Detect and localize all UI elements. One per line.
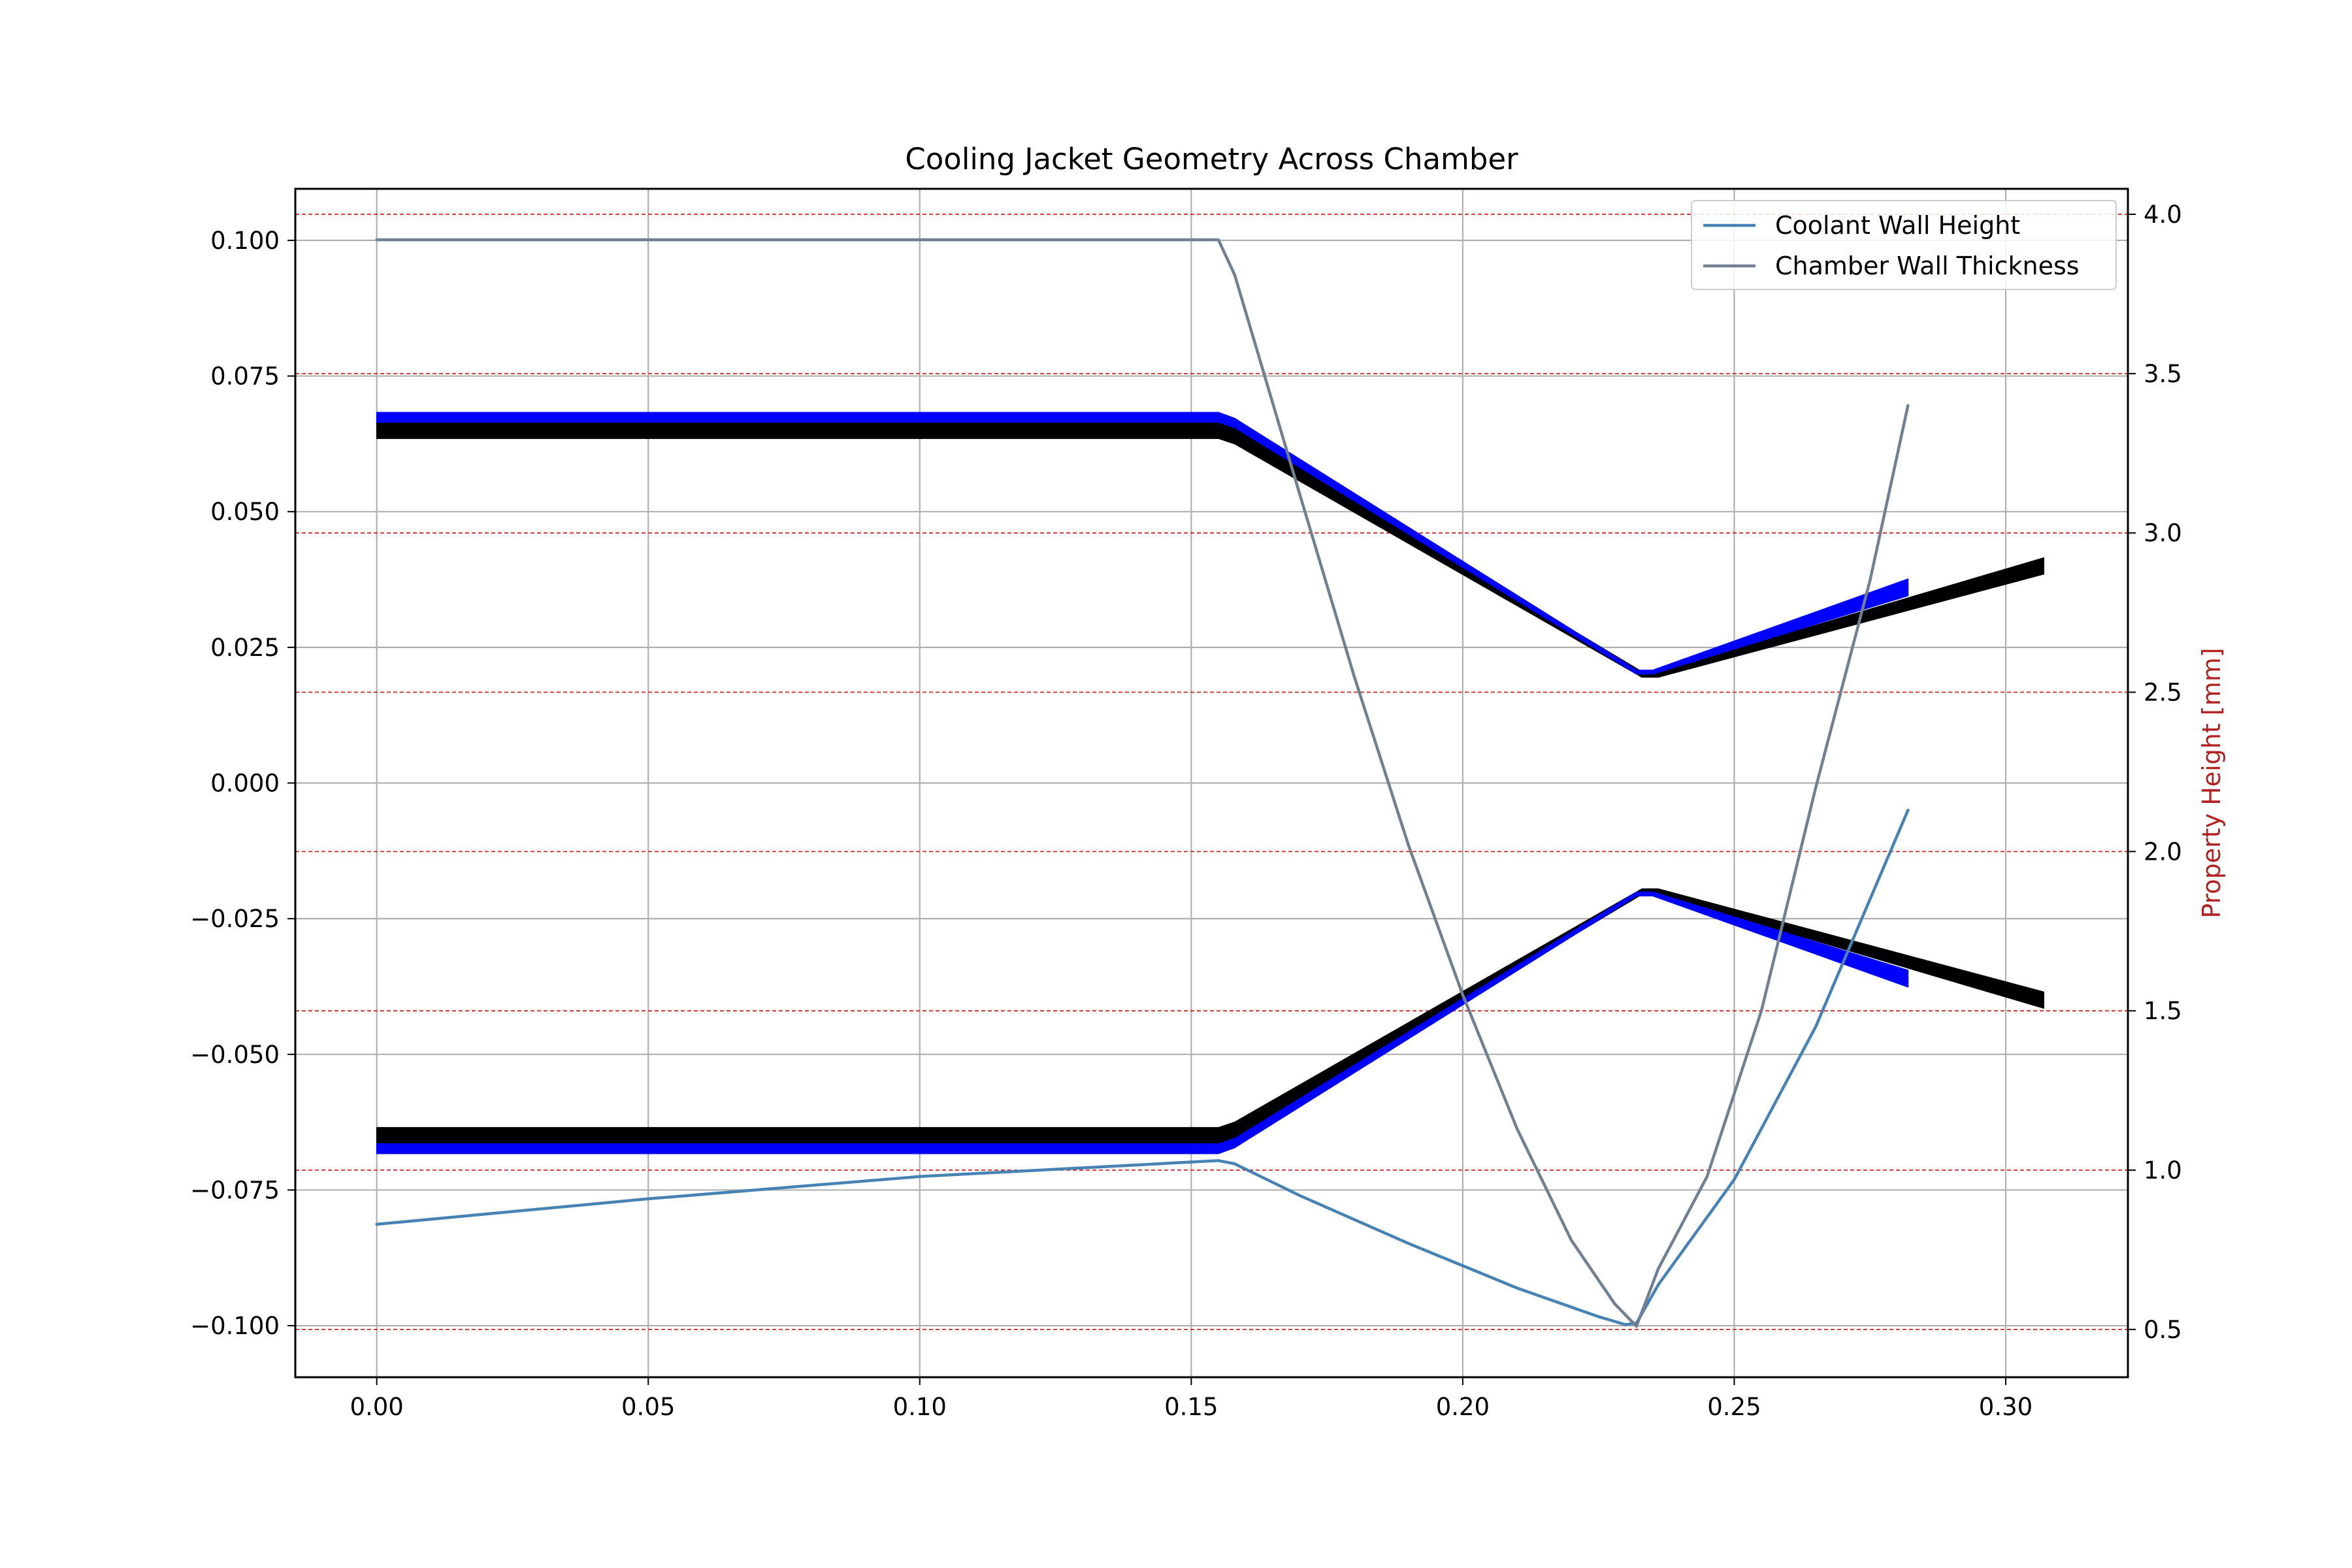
y-right-tick-label: 1.5 <box>2144 997 2182 1025</box>
x-tick-label: 0.30 <box>1979 1393 2033 1421</box>
x-tick-label: 0.15 <box>1164 1393 1218 1421</box>
y-left-tick-label: −0.075 <box>190 1176 280 1204</box>
y-right-tick-label: 3.5 <box>2144 360 2182 388</box>
y-right-tick-label: 0.5 <box>2144 1316 2182 1344</box>
legend-label-0: Coolant Wall Height <box>1775 211 2020 240</box>
y-left-tick-label: 0.075 <box>210 363 280 391</box>
y-right-tick-label: 3.0 <box>2144 519 2182 547</box>
x-tick-label: 0.10 <box>893 1393 947 1421</box>
y-left-tick-label: 0.100 <box>210 227 280 255</box>
legend-box <box>1691 200 2117 290</box>
y-left-tick-label: −0.100 <box>190 1312 280 1340</box>
axes-layer: 0.00 0.05 0.10 0.15 0.20 0.25 0.30 −0.100 −0.075… <box>190 201 2182 1421</box>
coolant-channel-lower-band <box>376 891 1909 1154</box>
x-tick-label: 0.25 <box>1707 1393 1761 1421</box>
y-left-tick-label: 0.050 <box>210 498 280 526</box>
y-right-tick-label: 2.5 <box>2144 679 2182 707</box>
series-line-0 <box>375 808 1910 1326</box>
y-right-tick-label: 1.0 <box>2144 1156 2182 1184</box>
y-left-tick-label: 0.000 <box>210 770 280 798</box>
x-tick-label: 0.00 <box>350 1393 403 1421</box>
y-right-tick-label: 4.0 <box>2144 201 2182 229</box>
legend-label-1: Chamber Wall Thickness <box>1775 252 2080 280</box>
geometry-layer <box>376 412 2044 1154</box>
x-tick-label: 0.20 <box>1436 1393 1490 1421</box>
y-left-tick-label: 0.025 <box>210 634 280 662</box>
coolant-channel-upper-band <box>376 412 1909 675</box>
series-line-1 <box>375 238 1910 1328</box>
series-layer <box>375 238 1910 1328</box>
legend: Coolant Wall Height Chamber Wall Thicknes… <box>1691 200 2117 290</box>
chart-title: Cooling Jacket Geometry Across Chamber <box>905 142 1518 176</box>
x-tick-label: 0.05 <box>621 1393 675 1421</box>
y-left-tick-label: −0.050 <box>190 1041 280 1069</box>
right-axis-label: Property Height [mm] <box>2197 647 2226 918</box>
y-right-tick-label: 2.0 <box>2144 838 2182 866</box>
grid-layer <box>295 189 2128 1377</box>
y-left-tick-label: −0.025 <box>190 905 280 933</box>
